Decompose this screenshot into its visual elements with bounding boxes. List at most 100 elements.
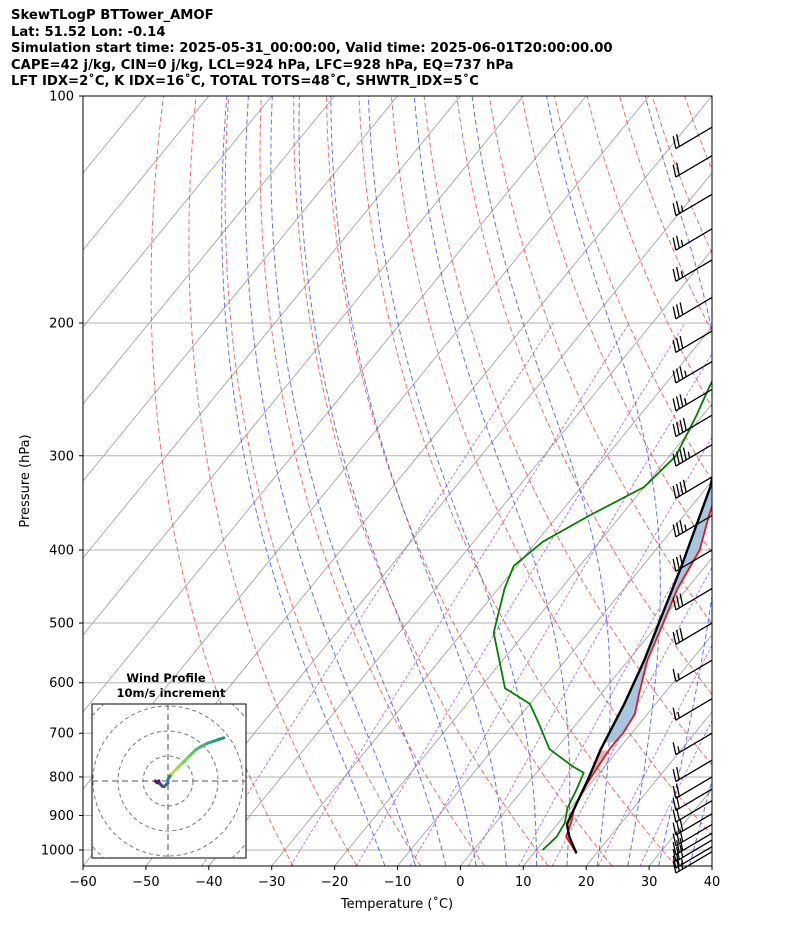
y-axis-label: Pressure (hPa)	[18, 434, 33, 527]
mixing-ratio-line	[598, 644, 712, 866]
dry-adiabats	[150, 96, 794, 866]
dry-adiabat	[750, 96, 794, 866]
isotherm	[648, 788, 712, 866]
dry-adiabat	[553, 96, 712, 482]
y-tick-label-500: 500	[49, 617, 74, 632]
wind-barb	[672, 823, 713, 847]
wind-barb	[672, 126, 713, 150]
x-tick-label-0: −60	[69, 875, 96, 890]
parcel-profile-line	[565, 473, 712, 854]
isotherm	[83, 96, 524, 636]
isotherm	[145, 172, 712, 866]
dry-adiabat	[684, 96, 712, 172]
isotherm	[83, 96, 398, 482]
y-tick-label-900: 900	[49, 809, 74, 824]
dry-adiabat	[651, 96, 712, 255]
dry-adiabat	[358, 96, 677, 866]
dry-adiabat	[783, 96, 794, 866]
mixing-ratio-line	[468, 436, 712, 866]
chart-title-block: SkewTLogP BTTower_AMOF Lat: 51.52 Lon: -…	[11, 8, 613, 91]
wind-barb	[672, 587, 713, 611]
sounding-profiles	[492, 379, 712, 854]
dry-adiabat	[391, 96, 712, 837]
isotherm	[83, 96, 461, 559]
moist-adiabat	[367, 96, 538, 866]
moist-adiabat	[413, 96, 571, 866]
wind-barb	[672, 330, 713, 354]
x-tick-label-2: −40	[195, 875, 222, 890]
cape-cin-shading	[566, 478, 712, 850]
moist-adiabat	[471, 96, 611, 866]
title-line-station: SkewTLogP BTTower_AMOF	[11, 8, 214, 23]
dry-adiabat	[521, 96, 712, 554]
wind-barb	[672, 813, 713, 836]
x-tick-label-7: 10	[515, 875, 532, 890]
x-tick-label-10: 40	[704, 875, 721, 890]
isotherm	[83, 96, 84, 97]
wind-barb	[672, 228, 713, 251]
moist-adiabat	[244, 96, 416, 866]
x-tick-label-5: −10	[384, 875, 411, 890]
moist-adiabat	[298, 96, 477, 866]
x-tick-label-8: 20	[578, 875, 595, 890]
wind-barbs	[672, 126, 713, 874]
mixing-ratio-line	[290, 322, 630, 866]
wind-barb	[672, 476, 713, 499]
isotherm	[208, 249, 712, 866]
wind-barb	[672, 514, 713, 538]
hodograph-segment	[180, 754, 192, 765]
mixing-ratio-line	[639, 719, 712, 866]
hodograph-title: Wind Profile	[126, 671, 206, 685]
dry-adiabat	[188, 96, 358, 866]
wind-barb	[672, 698, 713, 721]
wind-barb	[672, 832, 713, 856]
mixing-ratio-lines	[201, 322, 712, 866]
moist-adiabat	[720, 96, 794, 866]
isotherm	[522, 634, 712, 866]
dry-adiabat	[456, 96, 712, 696]
wind-barb	[672, 193, 713, 217]
wind-barb	[672, 388, 713, 412]
wind-barb	[672, 296, 713, 320]
wind-barb	[672, 759, 713, 783]
wind-barb	[672, 155, 713, 178]
wind-barb	[672, 414, 713, 438]
isotherm	[271, 326, 712, 866]
mixing-ratio-line	[355, 322, 686, 866]
moist-adiabats	[221, 96, 794, 866]
dry-adiabat	[224, 96, 422, 866]
y-tick-label-100: 100	[49, 90, 74, 105]
moist-adiabat	[221, 96, 386, 866]
wind-barb	[672, 360, 713, 384]
dry-adiabat	[488, 96, 712, 625]
title-line-location: Lat: 51.52 Lon: -0.14	[11, 24, 166, 40]
isotherm	[83, 96, 335, 405]
x-tick-label-6: 0	[456, 875, 464, 890]
y-tick-label-300: 300	[49, 449, 74, 464]
wind-barb	[672, 444, 713, 467]
wind-barb	[672, 259, 713, 282]
title-line-times: Simulation start time: 2025-05-31_00:00:…	[11, 41, 613, 57]
dry-adiabat	[293, 96, 549, 866]
y-tick-label-700: 700	[49, 727, 74, 742]
x-tick-label-1: −50	[132, 875, 159, 890]
y-tick-label-600: 600	[49, 676, 74, 691]
hodograph-segment	[216, 736, 226, 742]
hodograph-inset: Wind Profile 10m/s increment	[91, 671, 247, 859]
isotherm	[460, 557, 712, 866]
y-tick-label-800: 800	[49, 770, 74, 785]
dry-adiabat	[325, 96, 613, 866]
isotherm	[711, 865, 712, 866]
wind-barb	[672, 800, 713, 823]
wind-barb	[672, 659, 713, 683]
dry-adiabat	[150, 96, 294, 866]
wind-barb	[672, 549, 713, 572]
isotherm	[83, 96, 210, 251]
mixing-ratio-line	[201, 322, 554, 866]
y-tick-label-1000: 1000	[41, 844, 74, 859]
wind-barb	[672, 776, 713, 799]
title-line-cape: CAPE=42 j/kg, CIN=0 j/kg, LCL=924 hPa, L…	[11, 57, 514, 73]
x-tick-label-9: 30	[641, 875, 658, 890]
